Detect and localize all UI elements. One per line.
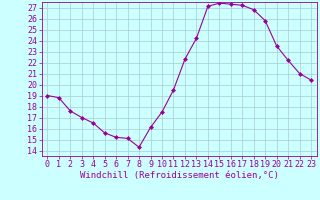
X-axis label: Windchill (Refroidissement éolien,°C): Windchill (Refroidissement éolien,°C) [80, 171, 279, 180]
